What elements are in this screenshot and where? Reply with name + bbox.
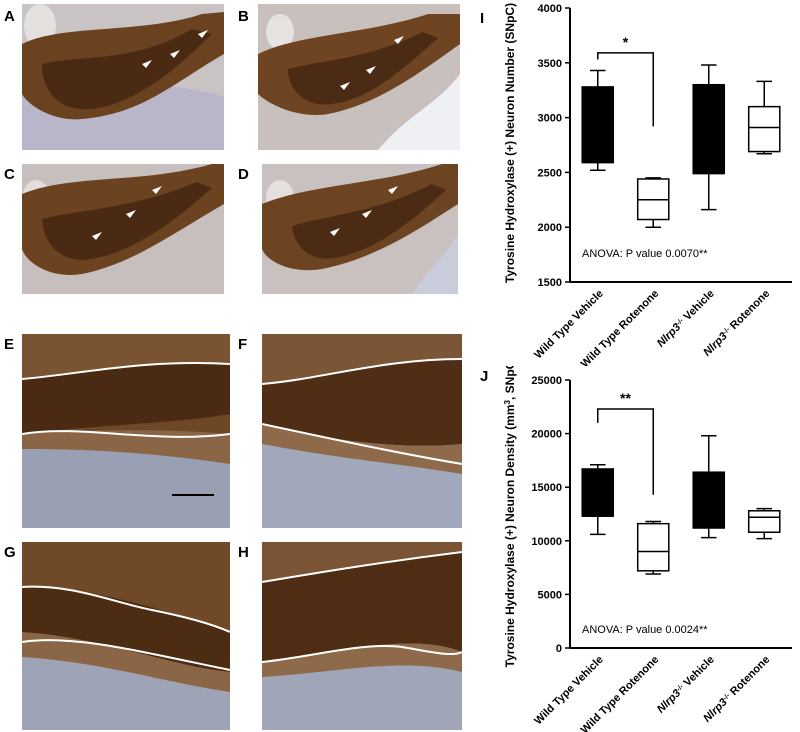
y-tick-label: 20000 <box>531 429 562 441</box>
anova-annotation: ANOVA: P value 0.0070** <box>582 248 708 260</box>
y-axis-title-sup: 3 <box>503 399 512 404</box>
panel-label-b: B <box>238 8 249 25</box>
x-tick-label: Nlrp3-/- Vehicle <box>655 654 717 716</box>
box <box>692 471 726 529</box>
y-tick-label: 2500 <box>538 167 562 179</box>
y-axis-title: Tyrosine Hydroxylase (+) Neuron Number (… <box>503 3 517 283</box>
y-tick-label: 3500 <box>538 58 562 70</box>
panel-label-f: F <box>238 336 248 353</box>
box <box>581 86 615 164</box>
y-axis-title-main: Tyrosine Hydroxylase (+) Neuron Density … <box>503 404 517 667</box>
y-tick-label: 5000 <box>538 589 562 601</box>
significance-label: ** <box>620 390 631 406</box>
y-axis-title-end: , SNpC) <box>503 366 517 400</box>
box <box>581 468 615 517</box>
panel-label-e: E <box>4 336 15 353</box>
panel-label-c: C <box>4 166 15 183</box>
y-tick-label: 3000 <box>538 113 562 125</box>
panel-label-i: I <box>480 10 485 27</box>
y-tick-label: 4000 <box>538 3 562 15</box>
micrograph-a <box>22 4 224 150</box>
box <box>636 522 670 572</box>
y-tick-label: 25000 <box>531 375 562 387</box>
significance-bracket <box>597 52 654 127</box>
y-tick-label: 1500 <box>538 277 562 289</box>
panel-label-d: D <box>238 166 249 183</box>
micrograph-g <box>22 542 230 730</box>
micrograph-d <box>262 164 458 294</box>
box <box>747 510 781 533</box>
y-tick-label: 10000 <box>531 536 562 548</box>
micrograph-b <box>258 4 460 150</box>
micrograph-e <box>22 334 230 528</box>
panel-label-a: A <box>4 8 15 25</box>
panel-label-g: G <box>4 544 16 561</box>
chart-neuron-number: Tyrosine Hydroxylase (+) Neuron Number (… <box>503 3 792 366</box>
y-axis-label: Tyrosine Hydroxylase (+) Neuron Number (… <box>503 3 517 283</box>
box <box>747 105 781 153</box>
significance-label: * <box>623 34 629 50</box>
significance-bracket <box>597 408 654 495</box>
panel-label-j: J <box>480 368 489 385</box>
panel-label-h: H <box>238 544 249 561</box>
micrograph-c <box>22 164 224 294</box>
y-tick-label: 15000 <box>531 482 562 494</box>
x-tick-label: Nlrp3-/- Vehicle <box>655 288 717 350</box>
y-tick-label: 0 <box>556 643 562 655</box>
box <box>692 83 726 175</box>
micrograph-f <box>262 334 462 528</box>
anova-annotation: ANOVA: P value 0.0024** <box>582 624 708 636</box>
chart-neuron-density: Tyrosine Hydroxylase (+) Neuron Density … <box>503 366 792 732</box>
y-tick-label: 2000 <box>538 222 562 234</box>
y-axis-title: Tyrosine Hydroxylase (+) Neuron Density … <box>503 366 518 667</box>
micrograph-h <box>262 542 462 730</box>
